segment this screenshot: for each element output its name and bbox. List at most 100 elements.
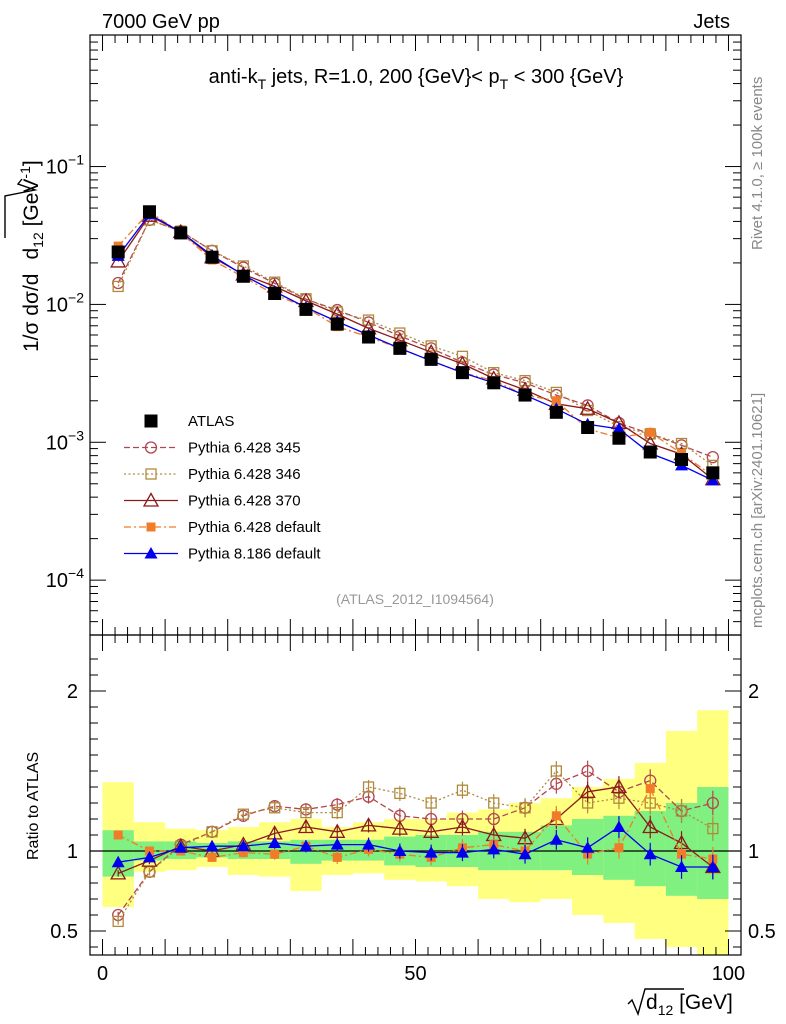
ratio-point-p6def [614, 843, 624, 853]
ratio-point-p8def [142, 850, 156, 863]
main-point-atlas [706, 466, 720, 480]
ratio-point-p346 [394, 787, 406, 800]
legend-marker-p8def [144, 547, 158, 559]
ratio-point-p346 [488, 797, 500, 809]
legend-item-p370: Pythia 6.428 370 [124, 492, 301, 510]
plot-title: anti-kT jets, R=1.0, 200 {GeV}< pT < 300… [209, 66, 624, 92]
ratio-point-p8def [268, 836, 282, 848]
ratio-series-p346 [112, 761, 719, 928]
xtick-label: 0 [97, 963, 108, 985]
ratio-point-p8def [706, 860, 720, 872]
main-point-p346 [112, 280, 124, 293]
main-point-atlas [612, 431, 626, 445]
main-point-atlas [362, 330, 376, 344]
ratio-bands [90, 710, 741, 955]
main-point-p346 [425, 340, 437, 352]
ratio-point-p8def [393, 844, 407, 856]
main-point-atlas [643, 445, 657, 459]
ratio-ytick-label-right: 2 [748, 681, 759, 703]
ratio-point-p8def [549, 833, 563, 845]
ratio-point-p8def [643, 847, 657, 860]
ratio-point-p8def [299, 839, 313, 852]
main-point-atlas [518, 388, 532, 402]
ratio-point-p346 [237, 808, 250, 820]
legend-marker-p345 [144, 441, 158, 454]
main-point-atlas [174, 226, 188, 240]
ratio-point-p8def [455, 846, 469, 858]
main-point-p346 [456, 350, 469, 363]
ratio-point-p370 [360, 817, 377, 832]
ratio-point-p6def [113, 830, 123, 840]
main-point-atlas [299, 302, 313, 316]
ratio-point-p8def [518, 847, 532, 860]
ylabel-sqrt-sign [4, 178, 38, 238]
main-point-atlas [675, 453, 689, 467]
legend-label-p370: Pythia 6.428 370 [188, 493, 301, 510]
ratio-point-p346 [550, 765, 562, 777]
ratio-point-p8def [330, 838, 344, 850]
main-point-atlas [487, 376, 501, 390]
ratio-point-p346 [707, 822, 719, 835]
main-series-atlas [111, 205, 720, 480]
ratio-point-p346 [300, 806, 312, 819]
ratio-point-p8def [581, 841, 595, 853]
main-point-atlas [205, 250, 219, 264]
main-point-atlas [549, 405, 563, 419]
rivet-label: Rivet 4.1.0, ≥ 100k events [749, 77, 766, 250]
legend-item-p8def: Pythia 8.186 default [124, 546, 321, 563]
legend-label-p8def: Pythia 8.186 default [188, 546, 321, 563]
main-lines [110, 205, 721, 486]
ratio-point-p345 [581, 764, 594, 778]
legend-item-p345: Pythia 6.428 345 [124, 440, 301, 457]
main-point-p346 [362, 314, 375, 326]
ratio-point-p370 [610, 778, 628, 794]
main-point-p345 [706, 451, 719, 464]
ratio-point-p8def [424, 846, 438, 858]
legend-marker-atlas [144, 414, 158, 428]
main-point-atlas [424, 352, 438, 366]
ratio-point-p370 [391, 820, 408, 835]
main-point-p345 [112, 276, 125, 290]
ratio-point-p6def [238, 848, 248, 858]
legend: ATLAS Pythia 6.428 345 Pythia 6.428 346 Pyt… [124, 413, 321, 563]
analysis-tag: (ATLAS_2012_I1094564) [336, 591, 494, 607]
ratio-point-p8def [362, 838, 376, 850]
ratio-point-p370 [423, 823, 440, 838]
ratio-point-p346 [206, 826, 218, 838]
ratio-point-p6def [332, 852, 342, 862]
ratio-point-p370 [297, 818, 315, 834]
ratio-point-p346 [112, 915, 124, 928]
ratio-point-p346 [456, 784, 469, 796]
ratio-ytick-label: 2 [67, 681, 78, 703]
xlabel: d12 [GeV] [646, 991, 733, 1018]
ratio-point-p370 [642, 818, 659, 834]
main-point-atlas [330, 317, 344, 331]
ratio-point-p8def [111, 855, 125, 868]
ratio-point-p346 [519, 802, 531, 814]
legend-label-p6def: Pythia 6.428 default [188, 519, 321, 536]
ratio-point-p8def [174, 841, 188, 853]
ratio-point-p6def [207, 852, 217, 862]
ratio-ytick-label-right: 0.5 [748, 921, 776, 943]
header-left: 7000 GeV pp [102, 11, 220, 33]
main-point-p8def [706, 473, 720, 486]
ratio-point-p346 [269, 802, 281, 814]
ratio-point-p346 [331, 806, 343, 819]
ratio-point-p345 [706, 796, 719, 810]
legend-marker-p6def [146, 522, 156, 532]
ratio-point-p6def [551, 811, 561, 821]
main-point-atlas [455, 366, 469, 380]
main-point-atlas [393, 341, 407, 355]
ratio-ytick-label: 1 [67, 841, 78, 863]
mcplots-label: mcplots.cern.ch [arXiv:2401.10621] [749, 393, 766, 628]
ratio-point-p8def [675, 860, 689, 872]
legend-item-atlas: ATLAS [144, 413, 234, 430]
x-axis-title: d12 [GeV] [627, 988, 733, 1018]
main-point-p370 [579, 400, 596, 415]
ratio-ytick-label-right: 1 [748, 841, 759, 863]
ratio-line-p6def [117, 787, 713, 860]
main-ytick-label: 10−2 [46, 289, 84, 316]
main-point-p346 [394, 327, 406, 339]
